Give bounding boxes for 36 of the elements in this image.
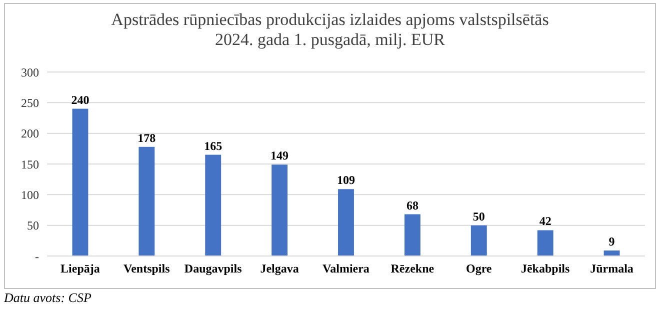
y-tick-label: 50 — [27, 218, 39, 233]
data-label: 178 — [138, 130, 156, 145]
data-label: 149 — [270, 148, 289, 163]
x-tick-label: Jūrmala — [590, 262, 634, 276]
data-label: 50 — [472, 209, 485, 224]
x-tick-label: Jelgava — [260, 262, 299, 276]
text: Datu avots: CSP — [4, 290, 92, 306]
x-tick-label: Rēzekne — [390, 262, 435, 276]
bar — [537, 230, 554, 256]
bar — [272, 164, 288, 256]
bar — [338, 189, 354, 256]
y-tick-label: 250 — [21, 96, 39, 110]
x-tick-label: Daugavpils — [184, 262, 242, 276]
x-tick-label: Liepāja — [60, 262, 100, 276]
chart-title: Apstrādes rūpniecības produkcijas izlaides apjoms valstspilsētās 2024. gada 1. pusgadā, milj. EUR — [110, 10, 550, 51]
data-label: 9 — [608, 234, 615, 248]
y-tick-label: 200 — [21, 126, 39, 141]
data-label: 42 — [539, 214, 552, 228]
bar — [404, 214, 420, 256]
x-tick-label: Ventspils — [124, 262, 170, 276]
y-tick-label: 300 — [21, 65, 39, 80]
bar — [470, 225, 487, 256]
y-tick-label: 150 — [21, 157, 39, 172]
x-tick-label: Valmiera — [322, 262, 370, 276]
data-label: 68 — [406, 198, 418, 212]
y-tick-label: - — [35, 249, 39, 264]
bar — [138, 146, 155, 256]
data-label: 240 — [71, 92, 90, 107]
x-tick-label: Ogre — [466, 262, 492, 276]
bar — [205, 154, 222, 256]
bar — [604, 250, 620, 256]
data-label: 109 — [337, 173, 355, 188]
x-tick-label: Jēkabpils — [520, 262, 570, 276]
y-tick-label: 100 — [21, 188, 39, 202]
bar — [72, 108, 88, 256]
data-label: 165 — [204, 138, 222, 153]
